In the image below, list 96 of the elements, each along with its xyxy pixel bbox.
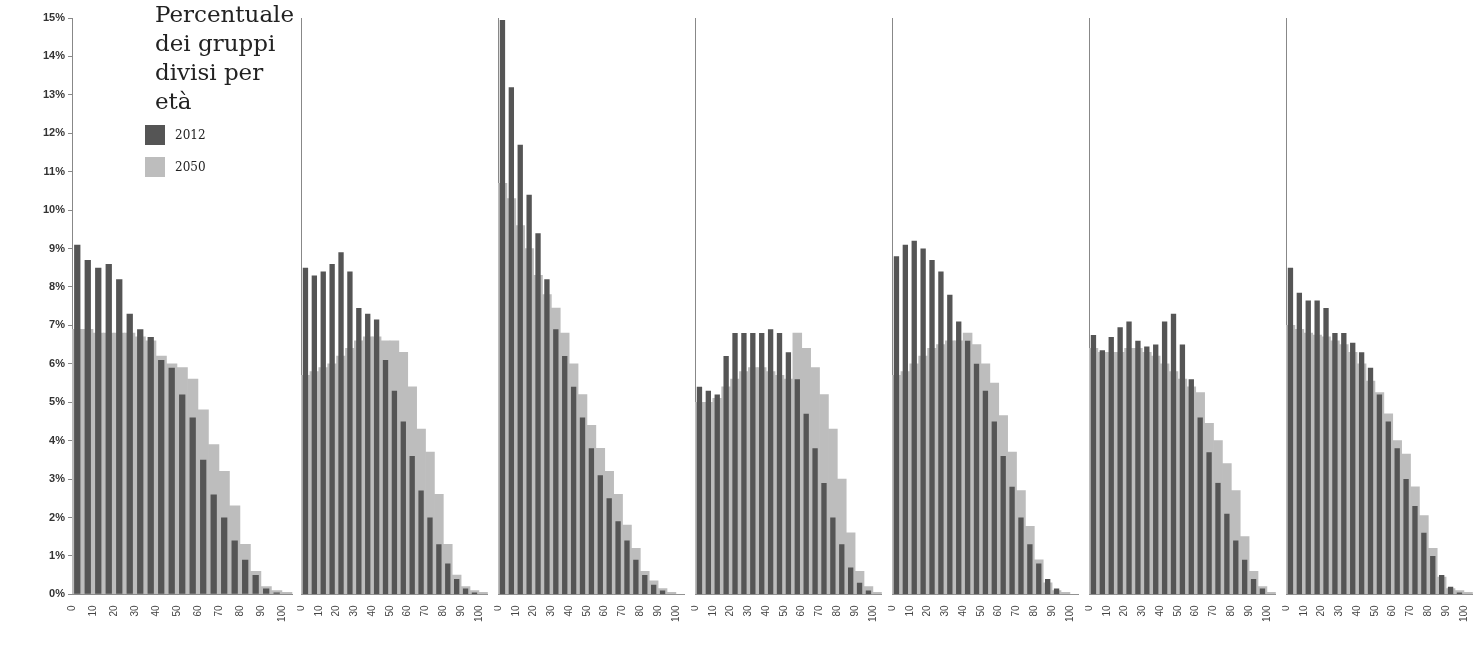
x-tick-label: 20	[921, 604, 933, 617]
x-tick-label: 80	[1028, 604, 1040, 617]
x-tick-label: 0	[1082, 604, 1094, 611]
x-tick-label: 70	[1404, 604, 1416, 617]
y-tick-label: 6%	[49, 356, 66, 369]
x-tick-label: 90	[651, 604, 663, 617]
x-tick-label: 0	[294, 604, 306, 611]
x-tick-label: 20	[330, 604, 342, 617]
x-tick-label: 90	[1045, 604, 1057, 617]
x-tick-label: 80	[1422, 604, 1434, 617]
x-tick-label: 90	[254, 604, 266, 617]
x-tick-label: 30	[1136, 604, 1148, 617]
y-tick-label: 9%	[49, 241, 66, 254]
x-tick-label: 50	[1171, 604, 1183, 617]
x-tick-label: 80	[233, 604, 245, 617]
x-tick-label: 30	[348, 604, 360, 617]
x-tick-label: 30	[939, 604, 951, 617]
x-tick-label: 100	[1260, 604, 1272, 622]
x-tick-label: 100	[1063, 604, 1075, 622]
legend-label: 2012	[175, 128, 206, 142]
x-tick-label: 80	[634, 604, 646, 617]
y-tick-label: 11%	[43, 164, 66, 177]
x-tick-label: 10	[1297, 604, 1309, 617]
x-tick-label: 10	[903, 604, 915, 617]
x-tick-label: 20	[107, 604, 119, 617]
x-tick-label: 50	[777, 604, 789, 617]
x-tick-label: 10	[1100, 604, 1112, 617]
x-tick-label: 30	[545, 604, 557, 617]
x-tick-label: 10	[312, 604, 324, 617]
x-tick-label: 20	[1315, 604, 1327, 617]
x-tick-label: 40	[1350, 604, 1362, 617]
x-tick-label: 50	[170, 604, 182, 617]
x-tick-label: 30	[128, 604, 140, 617]
legend-label: 2050	[175, 160, 206, 174]
y-tick-label: 12%	[42, 126, 66, 139]
y-tick-label: 0%	[49, 587, 66, 600]
x-tick-label: 40	[562, 604, 574, 617]
x-tick-label: 40	[956, 604, 968, 617]
x-tick-label: 90	[454, 604, 466, 617]
x-tick-label: 60	[1189, 604, 1201, 617]
x-tick-label: 10	[509, 604, 521, 617]
x-tick-label: 90	[1242, 604, 1254, 617]
x-tick-label: 30	[1333, 604, 1345, 617]
x-tick-label: 10	[706, 604, 718, 617]
x-tick-label: 10	[86, 604, 98, 617]
y-tick-label: 5%	[49, 395, 66, 408]
x-tick-label: 40	[365, 604, 377, 617]
x-tick-label: 40	[149, 604, 161, 617]
y-tick-label: 15%	[42, 11, 66, 24]
x-tick-label: 50	[580, 604, 592, 617]
x-tick-label: 0	[885, 604, 897, 611]
x-tick-label: 60	[401, 604, 413, 617]
x-tick-label: 60	[992, 604, 1004, 617]
x-tick-label: 20	[1118, 604, 1130, 617]
x-tick-label: 100	[1457, 604, 1469, 622]
x-tick-label: 0	[1279, 604, 1291, 611]
x-tick-label: 0	[491, 604, 503, 611]
x-tick-label: 70	[1207, 604, 1219, 617]
y-tick-label: 8%	[49, 279, 66, 292]
x-tick-label: 20	[724, 604, 736, 617]
x-tick-label: 40	[1153, 604, 1165, 617]
y-tick-label: 13%	[42, 87, 66, 100]
x-tick-label: 70	[1010, 604, 1022, 617]
y-tick-label: 14%	[42, 49, 66, 62]
x-tick-label: 60	[598, 604, 610, 617]
x-tick-label: 100	[669, 604, 681, 622]
x-tick-label: 90	[848, 604, 860, 617]
x-tick-label: 70	[813, 604, 825, 617]
x-tick-label: 80	[831, 604, 843, 617]
y-tick-label: 7%	[49, 318, 66, 331]
x-tick-label: 0	[65, 604, 77, 611]
x-tick-label: 80	[437, 604, 449, 617]
x-tick-label: 20	[527, 604, 539, 617]
x-tick-label: 60	[795, 604, 807, 617]
x-tick-label: 0	[688, 604, 700, 611]
x-tick-label: 80	[1225, 604, 1237, 617]
x-tick-label: 100	[472, 604, 484, 622]
x-tick-label: 70	[419, 604, 431, 617]
x-tick-label: 70	[616, 604, 628, 617]
text: Percentuale dei gruppi divisi per età	[155, 0, 296, 116]
y-tick-label: 10%	[42, 203, 66, 216]
y-tick-label: 1%	[49, 548, 66, 561]
x-tick-label: 50	[974, 604, 986, 617]
x-tick-label: 60	[1386, 604, 1398, 617]
x-tick-label: 60	[191, 604, 203, 617]
x-tick-label: 50	[1368, 604, 1380, 617]
x-tick-label: 50	[383, 604, 395, 617]
x-tick-label: 40	[759, 604, 771, 617]
y-tick-label: 4%	[49, 433, 66, 446]
y-tick-label: 2%	[49, 510, 66, 523]
x-tick-label: 90	[1439, 604, 1451, 617]
x-tick-label: 100	[275, 604, 287, 622]
x-tick-label: 70	[212, 604, 224, 617]
x-tick-label: 30	[742, 604, 754, 617]
x-tick-label: 100	[866, 604, 878, 622]
y-tick-label: 3%	[49, 472, 66, 485]
